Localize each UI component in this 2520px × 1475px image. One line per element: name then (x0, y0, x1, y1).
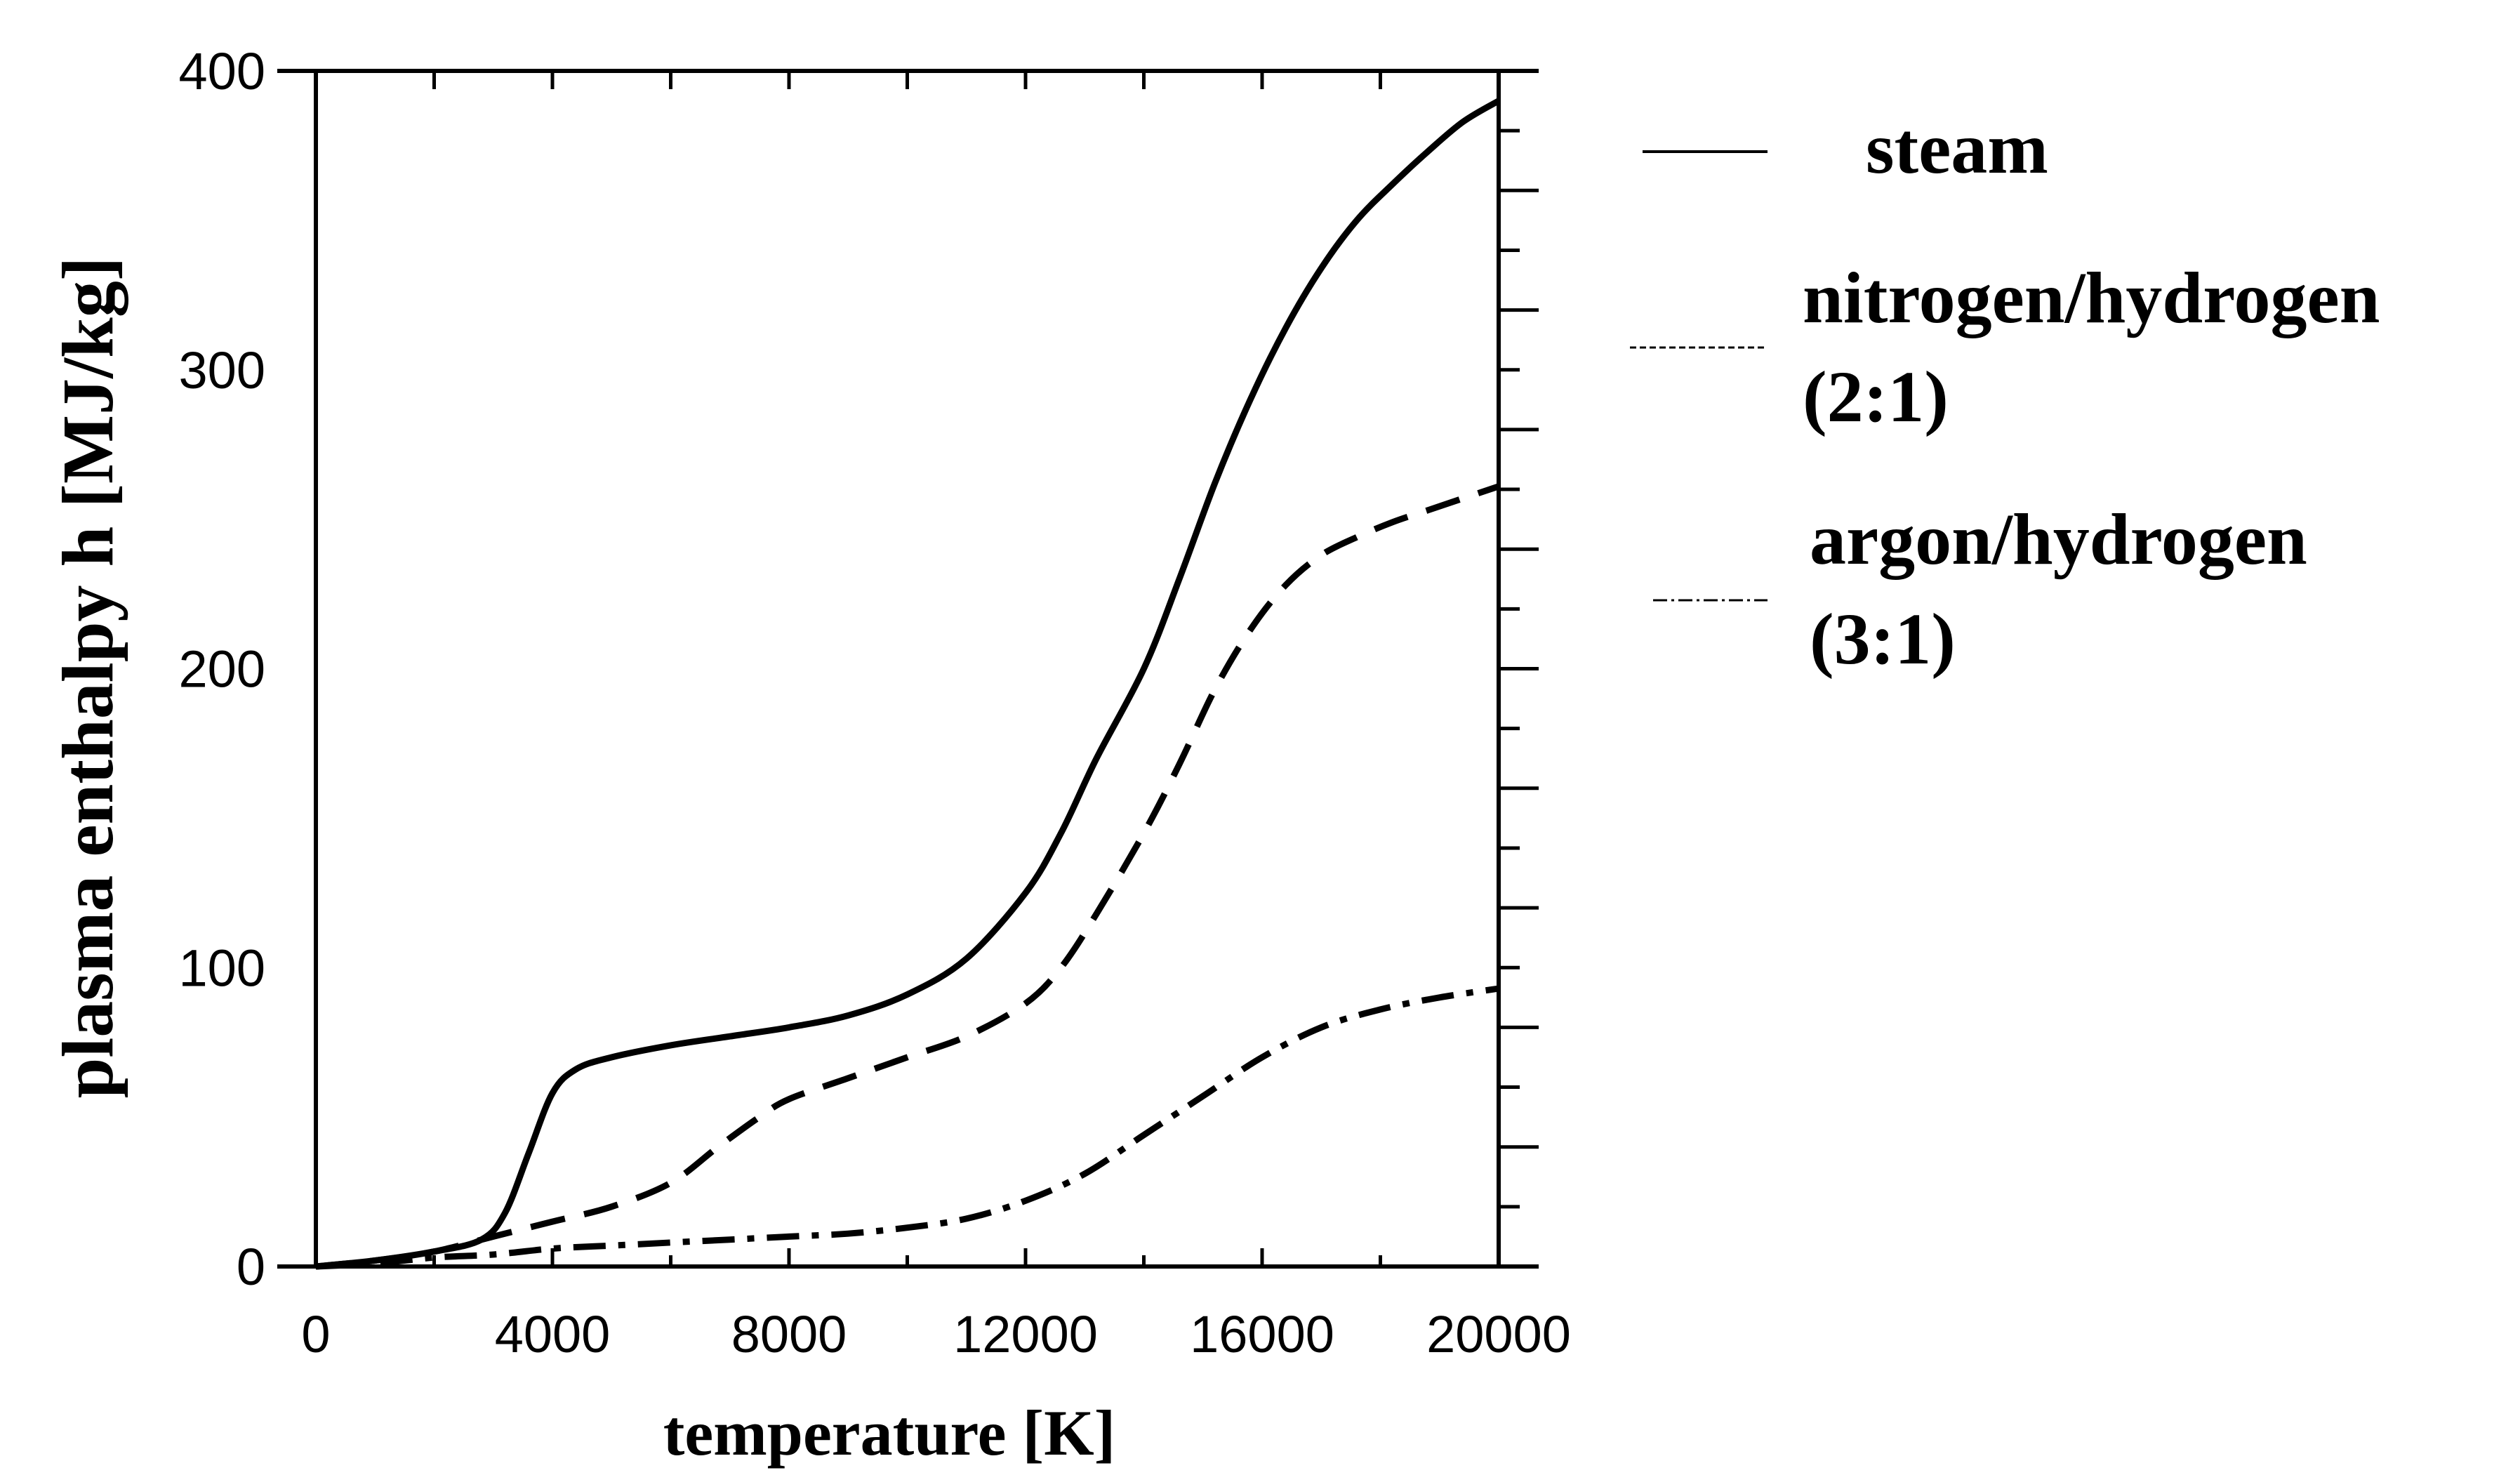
x-tick-label: 20000 (1426, 1305, 1571, 1363)
y-tick-label: 400 (179, 42, 265, 100)
series-line-solid (315, 98, 1501, 1270)
y-tick-label: 100 (179, 939, 265, 997)
series-line-dashed (315, 483, 1500, 1270)
series-group (315, 98, 1501, 1270)
legend-label-steam: steam (1866, 108, 2048, 189)
plot-frame (314, 69, 1501, 1269)
axis-ticks: 0 4000 8000 12000 16000 20000 0 100 200 300 400 (179, 42, 1571, 1363)
plot-area (277, 69, 1539, 1269)
x-tick-label: 12000 (953, 1305, 1098, 1363)
y-tick-label: 200 (179, 640, 265, 699)
legend: steam nitrogen/hydrogen (2:1) argon/hydr… (1630, 108, 2380, 680)
y-tick-label: 0 (237, 1238, 265, 1296)
series-line-dashdot (315, 985, 1499, 1270)
legend-label-argon-hydrogen-line2: (3:1) (1810, 599, 1956, 680)
legend-label-argon-hydrogen-line1: argon/hydrogen (1810, 499, 2307, 580)
x-tick-label: 8000 (731, 1305, 847, 1363)
y-axis-title: plasma enthalpy h [MJ/kg] (48, 256, 128, 1098)
legend-label-nitrogen-hydrogen-line1: nitrogen/hydrogen (1803, 258, 2380, 338)
x-tick-label: 16000 (1190, 1305, 1334, 1363)
x-tick-label: 4000 (495, 1305, 611, 1363)
y-tick-label: 300 (179, 341, 265, 399)
x-axis-title: temperature [K] (663, 1397, 1116, 1469)
legend-label-nitrogen-hydrogen-line2: (2:1) (1803, 357, 1949, 437)
x-tick-label: 0 (301, 1305, 330, 1363)
